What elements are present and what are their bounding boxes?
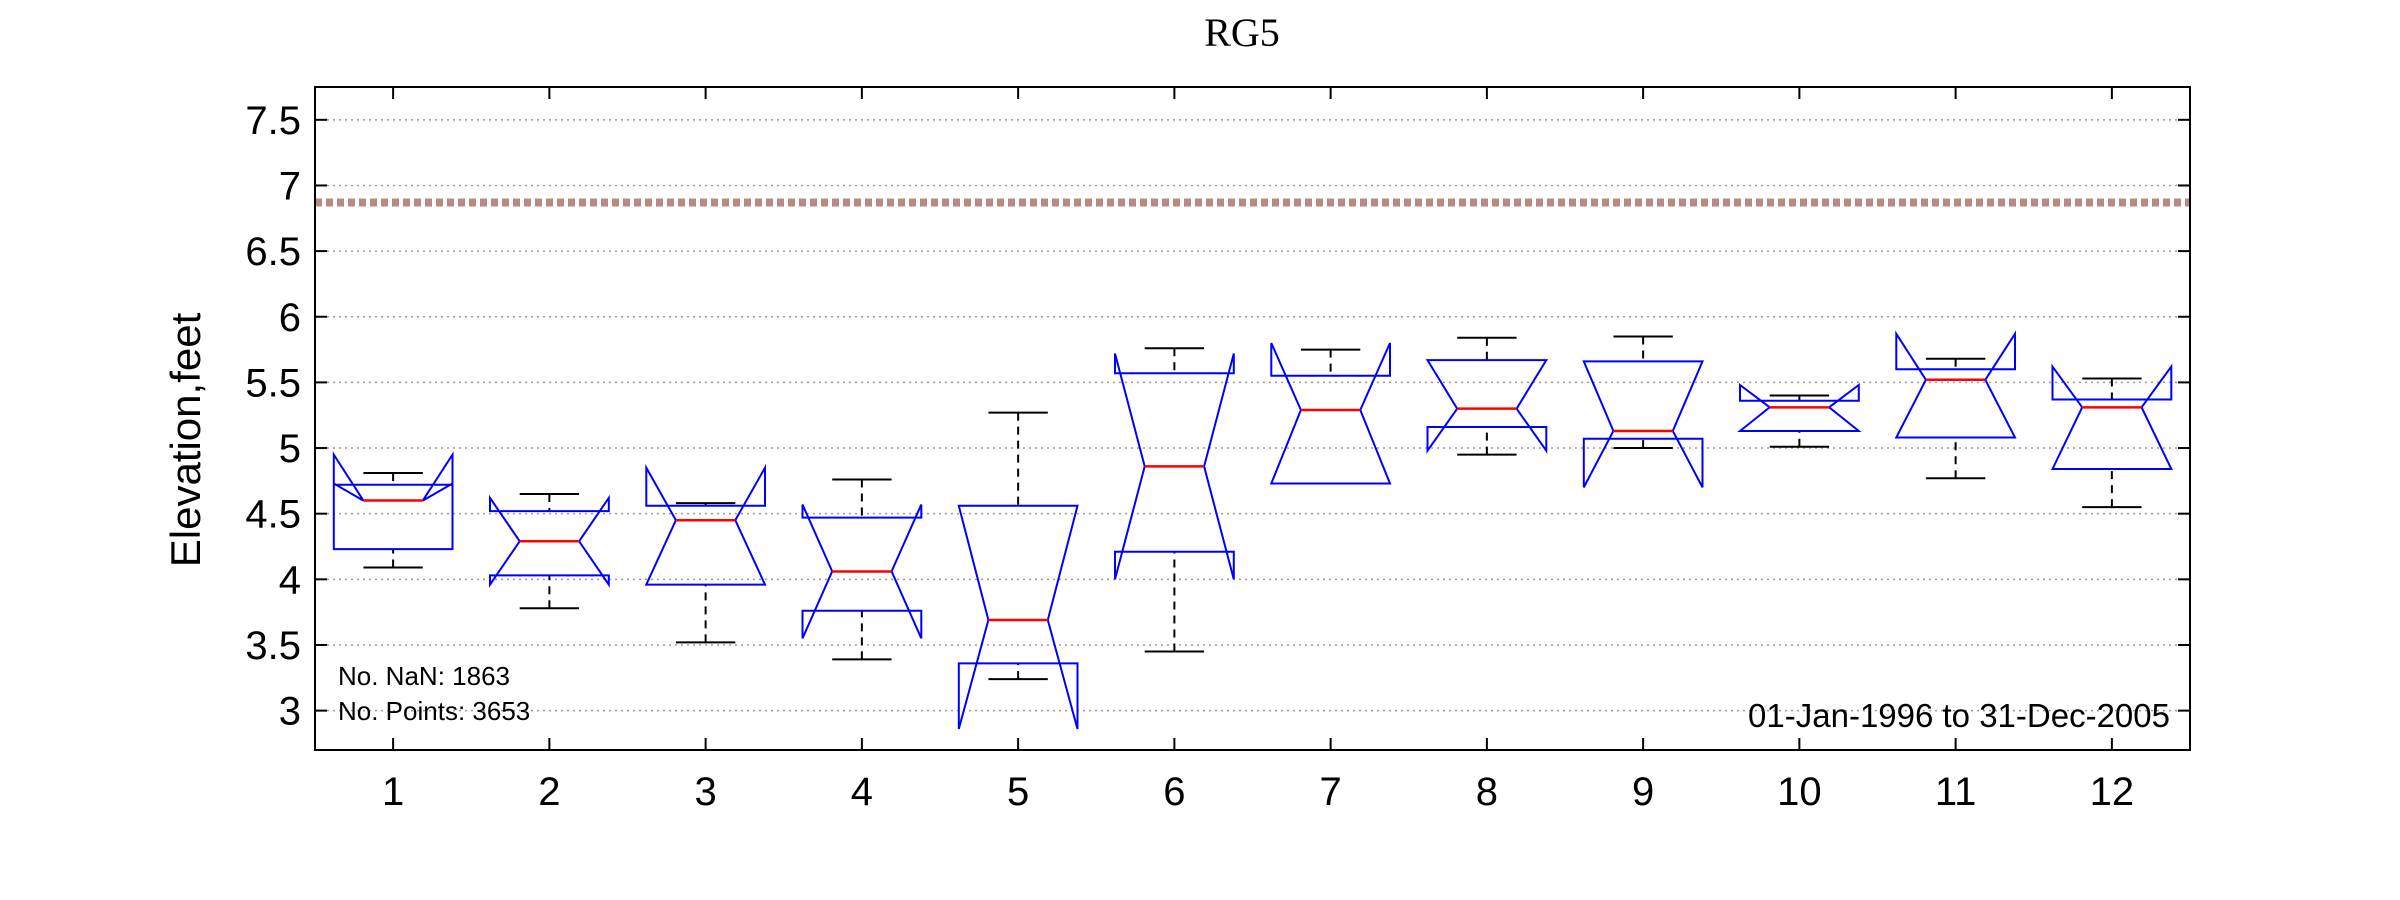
- notched-box: [1737, 382, 1862, 432]
- y-axis-label: Elevation,feet: [162, 312, 209, 567]
- box-plot-3: [644, 463, 767, 644]
- box-plot-7: [1269, 342, 1392, 485]
- date-range-annotation: 01-Jan-1996 to 31-Dec-2005: [1748, 697, 2170, 734]
- x-tick-label: 7: [1320, 770, 1342, 814]
- notched-box: [801, 504, 923, 639]
- box-plot-1: [332, 451, 454, 569]
- x-tick-label: 2: [538, 770, 560, 814]
- axis-ticks: 33.544.555.566.577.51 2 3 4 5 6 7 8 9 10 11 12: [245, 87, 2190, 814]
- x-tick-label: 9: [1632, 770, 1654, 814]
- y-tick-label: 7.5: [245, 99, 301, 143]
- box-plot-8: [1425, 336, 1549, 456]
- y-tick-label: 4.5: [245, 493, 301, 537]
- box-plot-10: [1737, 382, 1862, 448]
- x-tick-label: 5: [1007, 770, 1029, 814]
- x-tick-label: 10: [1777, 770, 1822, 814]
- y-tick-label: 5: [279, 427, 301, 471]
- box-plot-12: [2050, 363, 2173, 509]
- notched-box: [957, 504, 1079, 730]
- y-tick-label: 5.5: [245, 361, 301, 405]
- y-tick-label: 6.5: [245, 230, 301, 274]
- y-tick-label: 3: [279, 690, 301, 734]
- notched-box: [1894, 330, 2017, 439]
- x-tick-label: 11: [1935, 770, 1977, 814]
- y-tick-label: 6: [279, 296, 301, 340]
- box-plot-5: [957, 411, 1079, 730]
- x-tick-label: 6: [1163, 770, 1185, 814]
- x-tick-label: 8: [1476, 770, 1498, 814]
- box-plot-9: [1582, 335, 1705, 488]
- notched-box: [332, 451, 454, 551]
- chart-title: RG5: [1204, 10, 1280, 55]
- notched-box: [644, 463, 767, 586]
- notched-box: [1114, 353, 1235, 580]
- box-plot-11: [1894, 330, 2017, 480]
- notched-box: [1582, 360, 1705, 488]
- x-tick-label: 1: [382, 770, 404, 814]
- box-plot-4: [801, 478, 923, 661]
- box-plot-6: [1114, 347, 1235, 653]
- box-plots: [332, 330, 2173, 730]
- notched-box: [489, 494, 610, 588]
- y-tick-label: 3.5: [245, 624, 301, 668]
- notched-box: [1425, 359, 1549, 454]
- points-count-annotation: No. Points: 3653: [338, 696, 530, 726]
- grid-lines: [315, 119, 2190, 712]
- y-tick-label: 4: [279, 558, 301, 602]
- notched-box: [2050, 363, 2173, 470]
- notched-box: [1269, 342, 1392, 485]
- x-tick-label: 4: [851, 770, 873, 814]
- x-tick-label: 12: [2090, 770, 2135, 814]
- nan-count-annotation: No. NaN: 1863: [338, 661, 510, 691]
- plot-frame: [314, 86, 2191, 751]
- x-tick-label: 3: [695, 770, 717, 814]
- y-tick-label: 7: [279, 164, 301, 208]
- box-plot-2: [489, 492, 610, 610]
